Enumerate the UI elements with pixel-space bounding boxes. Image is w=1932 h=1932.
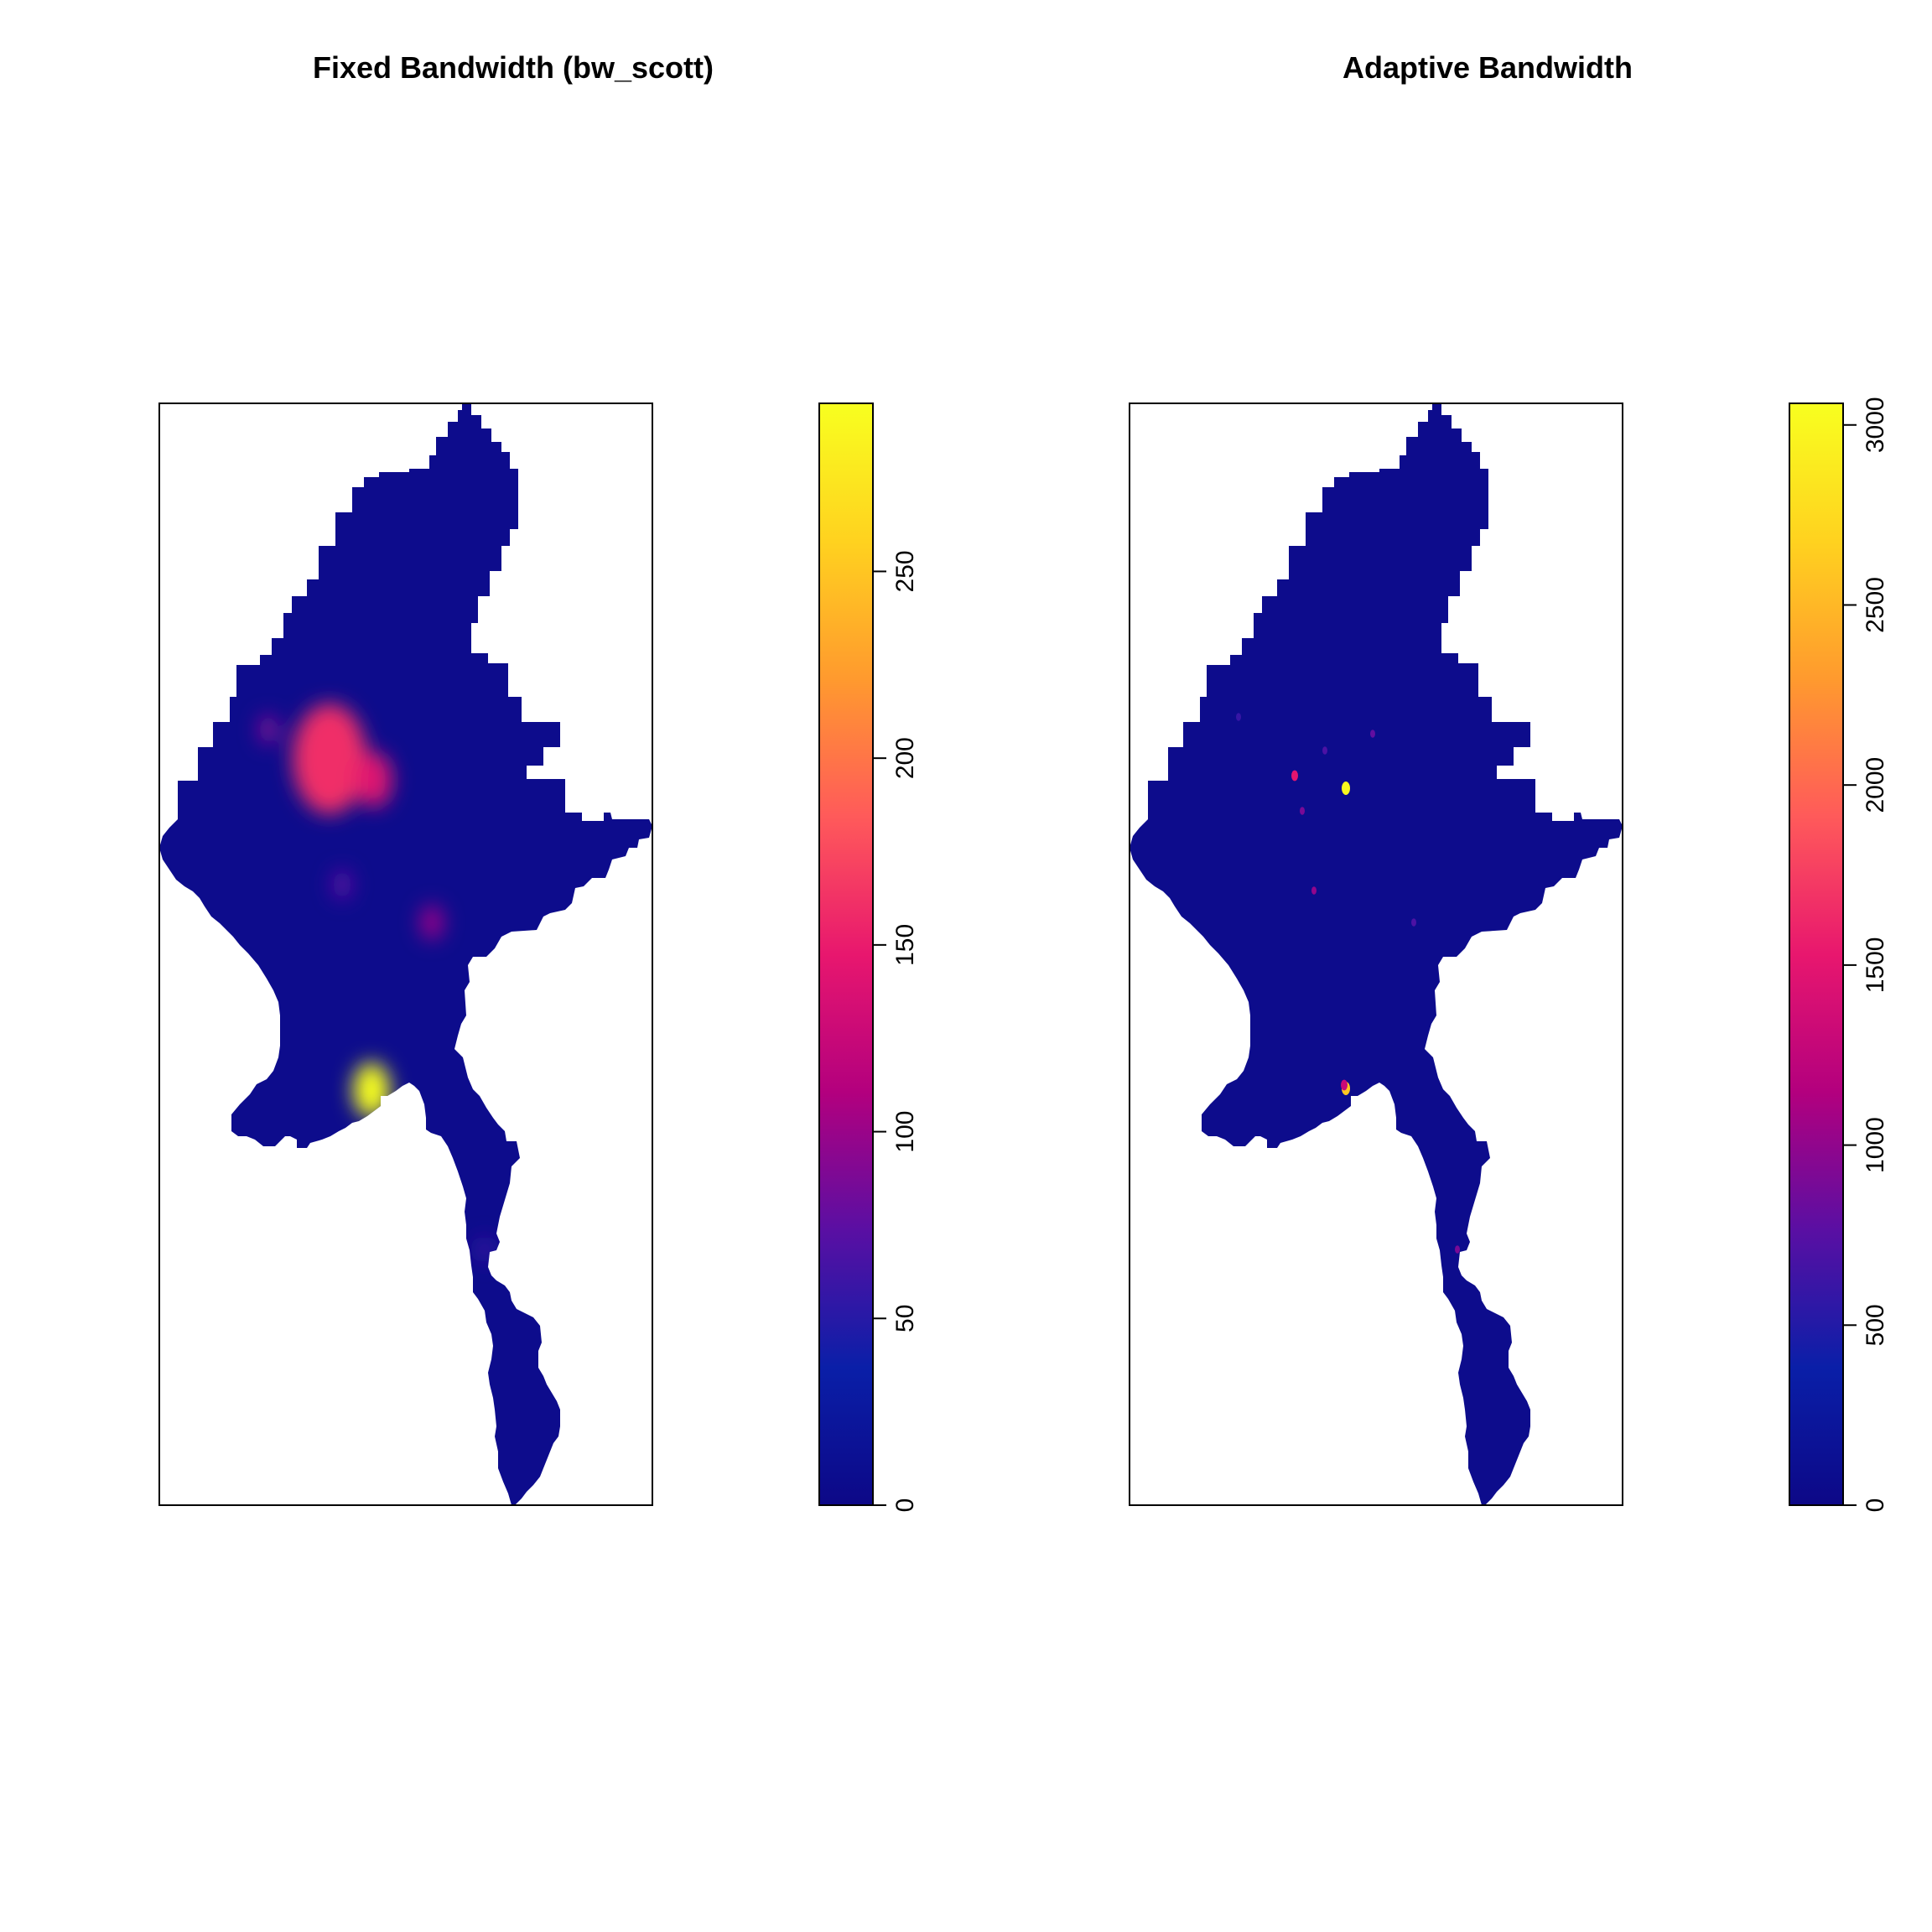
chart-title: Adaptive Bandwidth [1343,50,1633,85]
density-hotspot [353,1062,390,1118]
colorbar: 0 50 100 150 200 250 [818,402,919,1513]
map-background [1130,403,1623,1505]
map-background [159,403,652,1505]
colorbar-tick-label: 1000 [1862,1117,1889,1173]
density-hotspot [1236,713,1241,721]
density-hotspot [1341,1079,1348,1091]
density-hotspot [258,714,278,745]
colorbar-tick-label: 0 [1862,1498,1889,1513]
density-hotspot [332,870,352,900]
density-map [159,403,652,1505]
panel-1: Fixed Bandwidth (bw_scott) 0 50 100 150 200 25… [158,50,919,1513]
colorbar-tick-label: 50 [891,1305,919,1332]
plot-frame [1129,402,1623,1506]
colorbar-tick-label: 150 [891,924,919,966]
density-hotspot [1300,807,1305,815]
density-hotspot [1322,746,1327,755]
density-hotspot [420,905,444,940]
colorbar-tick-label: 3000 [1862,397,1889,453]
colorbar-tick-label: 0 [891,1498,919,1513]
colorbar-gradient [1789,402,1844,1506]
density-hotspot [356,752,392,808]
colorbar: 0 500 1000 1500 2000 2500 3000 [1789,397,1889,1512]
density-hotspot [1342,782,1350,795]
colorbar-tick-label: 200 [891,737,919,779]
density-map [1130,403,1623,1505]
panel-2: Adaptive Bandwidth 0 500 1000 1500 2000 2500 30… [1129,50,1889,1512]
density-hotspot [1370,730,1375,738]
colorbar-tick-label: 250 [891,550,919,592]
density-hotspot [476,1237,493,1262]
colorbar-tick-label: 2000 [1862,757,1889,813]
density-hotspot [1411,918,1416,927]
colorbar-gradient [818,402,874,1506]
colorbar-tick-label: 2500 [1862,577,1889,633]
colorbar-tick-label: 1500 [1862,937,1889,994]
density-hotspot [293,704,366,814]
plot-frame [158,402,653,1506]
density-hotspot [1311,886,1317,895]
density-hotspot [1455,1245,1460,1254]
colorbar-tick-label: 100 [891,1111,919,1153]
chart-title: Fixed Bandwidth (bw_scott) [313,50,714,85]
density-hotspot [1291,770,1298,782]
colorbar-tick-label: 500 [1862,1304,1889,1346]
